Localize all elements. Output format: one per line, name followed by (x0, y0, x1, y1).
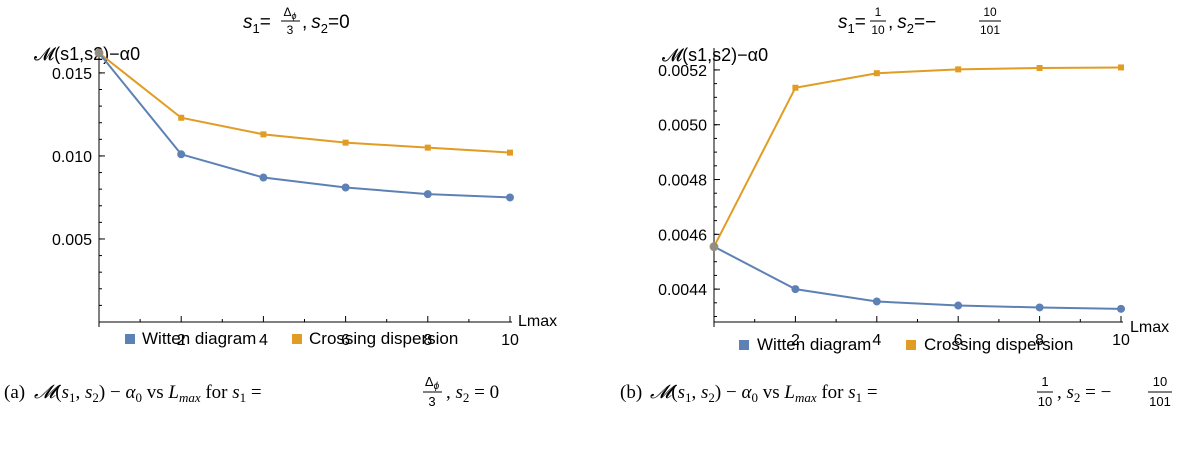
legend-witten-swatch (125, 334, 135, 344)
svg-text:101: 101 (1149, 394, 1171, 409)
panel-a-witten-point (341, 183, 350, 192)
panel-a-title-rest: , s2=0 (302, 12, 350, 36)
panel-b-y-tick-label: 0.0044 (658, 282, 707, 299)
panel-b-x-tick-label: 10 (1112, 332, 1130, 349)
panel-b-y-tick-label: 0.0052 (658, 63, 707, 80)
panel-b-xlabel: Lmax (1130, 319, 1169, 336)
panel-b-caption: (b) 𝓜(s1, s2) − α0 vs Lmax for s1 = 1 10… (620, 374, 1172, 409)
svg-text:3: 3 (428, 394, 435, 409)
panel-b-crossing-line (713, 66, 1122, 248)
panel-a: s1= Δϕ 3 , s2=0 𝓜(s1,s2)−α0 2 4 6 8 10 Lmax 0.0… (4, 5, 557, 409)
svg-text:1: 1 (1041, 374, 1048, 389)
panel-b-witten-line (713, 245, 1122, 310)
svg-text:, s2 = −: , s2 = − (1057, 382, 1111, 405)
svg-text:Δϕ: Δϕ (283, 5, 296, 21)
panel-a-crossing-point (178, 114, 185, 121)
svg-text:𝓜(s1, s2) − α0 vs Lmax for s1: 𝓜(s1, s2) − α0 vs Lmax for s1 = (650, 381, 878, 405)
svg-text:Δϕ: Δϕ (425, 374, 440, 392)
panel-a-x-tick-label: 10 (501, 332, 519, 349)
panel-a-witten-point (177, 150, 186, 159)
panel-b-x-tick-label: 6 (954, 332, 963, 349)
panel-a-legend: Witten diagram Crossing dispersion (125, 329, 458, 348)
panel-a-x-tick-label: 4 (259, 332, 268, 349)
svg-text:𝓜(s1, s2) − α0 vs Lmax for s1: 𝓜(s1, s2) − α0 vs Lmax for s1 = (34, 381, 262, 405)
panel-a-witten-point (259, 173, 268, 182)
panel-b-crossing-point (792, 84, 799, 91)
panel-b-crossing-point (955, 66, 962, 73)
panel-b-marks (709, 64, 1125, 313)
svg-text:10: 10 (871, 23, 885, 37)
legend-witten-label: Witten diagram (142, 329, 256, 348)
panel-a-title: s1= (243, 12, 271, 36)
svg-text:(a): (a) (4, 382, 25, 403)
panel-b-y-tick-label: 0.0048 (658, 173, 707, 190)
legend-crossing-label: Crossing dispersion (924, 335, 1073, 354)
panel-b-crossing-point (873, 70, 880, 77)
panel-a-crossing-point (260, 131, 267, 138)
legend-witten-label: Witten diagram (757, 335, 871, 354)
panel-b-y-tick-label: 0.0050 (658, 118, 707, 135)
panel-a-y-tick-label: 0.005 (52, 232, 92, 249)
panel-b-witten-point (954, 301, 963, 310)
panel-b-crossing-point (1036, 65, 1043, 72)
panel-a-title-fraction: Δϕ 3 (281, 5, 300, 37)
panel-b-crossing-point (1118, 64, 1124, 71)
panel-a-start-point (94, 48, 104, 58)
panel-b-legend: Witten diagram Crossing dispersion (739, 335, 1073, 354)
svg-text:1: 1 (875, 5, 882, 19)
legend-crossing-swatch (292, 334, 302, 344)
legend-crossing-label: Crossing dispersion (309, 329, 458, 348)
panel-a-x-tick-label: 8 (423, 332, 432, 349)
svg-text:10: 10 (1038, 394, 1052, 409)
svg-text:3: 3 (287, 23, 294, 37)
panel-b: s1= 1 10 , s2=− 10 101 𝓜(s1,s2)−α0 2 4 6 8 10… (620, 5, 1172, 409)
panel-a-y-tick-label: 0.015 (52, 66, 92, 83)
panel-b-title: s1= (838, 12, 866, 36)
panel-a-crossing-point (424, 144, 431, 151)
panel-b-title-fraction-1: 1 10 (870, 5, 886, 37)
svg-text:10: 10 (983, 5, 997, 19)
panel-b-y-tick-label: 0.0046 (658, 227, 707, 244)
panel-a-ylabel: 𝓜(s1,s2)−α0 (34, 44, 140, 64)
panel-a-xlabel: Lmax (518, 313, 557, 330)
panel-b-start-point (709, 242, 719, 252)
panel-b-witten-point (791, 285, 800, 294)
panel-a-axes: 2 4 6 8 10 Lmax 0.005 0.010 0.015 (52, 48, 557, 349)
legend-crossing-swatch (906, 340, 916, 350)
panel-b-ylabel: 𝓜(s1,s2)−α0 (662, 45, 768, 65)
panel-b-witten-point (1117, 304, 1125, 313)
panel-a-x-tick-label: 2 (177, 332, 186, 349)
panel-b-x-tick-label: 2 (791, 332, 800, 349)
panel-a-witten-point (423, 190, 432, 199)
panel-b-witten-point (872, 297, 881, 306)
panel-a-y-tick-label: 0.010 (52, 149, 92, 166)
legend-witten-swatch (739, 340, 749, 350)
panel-b-title-rest: , s2=− (888, 12, 936, 36)
panel-b-witten-point (1035, 303, 1044, 312)
svg-text:(b): (b) (620, 382, 642, 403)
svg-text:101: 101 (980, 23, 1000, 37)
panel-a-caption: (a) 𝓜(s1, s2) − α0 vs Lmax for s1 = Δϕ 3… (4, 374, 499, 409)
panel-b-x-tick-label: 8 (1035, 332, 1044, 349)
svg-text:, s2 = 0: , s2 = 0 (446, 382, 499, 405)
panel-a-crossing-line (98, 52, 511, 154)
panel-b-title-fraction-2: 10 101 (979, 5, 1001, 37)
svg-text:10: 10 (1153, 374, 1167, 389)
panel-a-crossing-point (342, 139, 349, 146)
panel-b-x-tick-label: 4 (872, 332, 881, 349)
panel-a-crossing-point (507, 149, 513, 156)
panel-a-witten-point (506, 193, 514, 202)
panel-a-marks (94, 48, 514, 202)
panel-a-x-tick-label: 6 (341, 332, 350, 349)
panel-a-witten-line (98, 52, 511, 199)
